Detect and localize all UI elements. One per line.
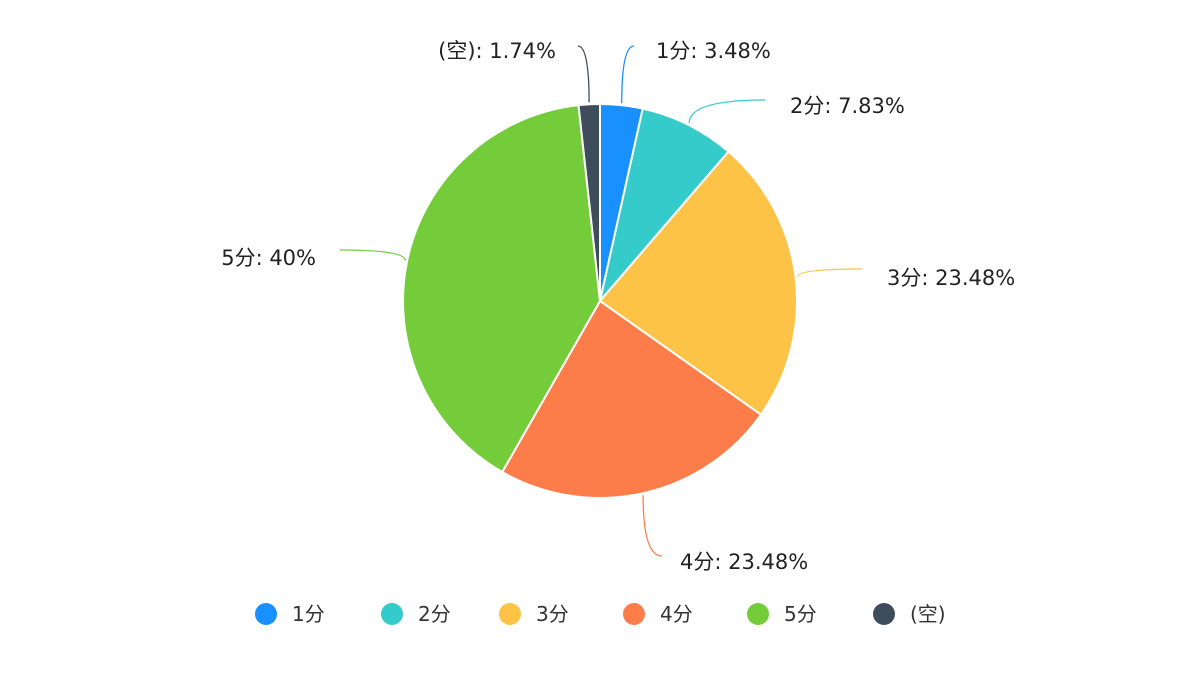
- leader-line-3: [796, 268, 863, 277]
- legend-marker-2: [381, 603, 403, 625]
- legend-item-1[interactable]: 1分: [255, 602, 325, 626]
- data-label-3: 3分: 23.48%: [887, 266, 1015, 290]
- legend-item-empty-5[interactable]: (空): [873, 602, 946, 626]
- data-label-2: 2分: 7.83%: [790, 94, 905, 118]
- legend-marker-1: [255, 603, 277, 625]
- data-labels-layer: 1分: 3.48% 2分: 7.83% 3分: 23.48% 4分: 23.48% 5分…: [221, 39, 1015, 574]
- legend-item-2[interactable]: 2分: [381, 602, 451, 626]
- legend-label-empty-5: (空): [910, 602, 946, 626]
- legend-marker-3: [499, 603, 521, 625]
- legend-marker-empty-5: [873, 603, 895, 625]
- leader-line-1: [621, 45, 635, 104]
- legend-marker-4: [623, 603, 645, 625]
- pie-slice-5[interactable]: [402, 104, 601, 474]
- data-label-5: 5分: 40%: [221, 246, 316, 270]
- pie-slice-3[interactable]: [599, 150, 798, 416]
- leader-line-2: [688, 99, 766, 124]
- leader-line-4: [642, 495, 663, 557]
- legend-item-5[interactable]: 5分: [747, 602, 817, 626]
- pie-slice-2[interactable]: [599, 107, 730, 302]
- leader-line-empty-5: [577, 45, 590, 103]
- legend-label-4: 4分: [660, 602, 693, 626]
- leader-lines-layer: [339, 45, 863, 557]
- pie-slice-4[interactable]: [501, 300, 762, 499]
- data-label-1: 1分: 3.48%: [656, 39, 771, 63]
- legend-item-4[interactable]: 4分: [623, 602, 693, 626]
- legend-label-3: 3分: [536, 602, 569, 626]
- legend: 1分 2分 3分 4分 5分 (空): [255, 602, 946, 626]
- legend-item-3[interactable]: 3分: [499, 602, 569, 626]
- pie-slice-empty-5[interactable]: [577, 103, 601, 302]
- legend-label-1: 1分: [292, 602, 325, 626]
- legend-label-5: 5分: [784, 602, 817, 626]
- data-label-empty-5: (空): 1.74%: [438, 39, 556, 63]
- legend-marker-5: [747, 603, 769, 625]
- data-label-4: 4分: 23.48%: [680, 550, 808, 574]
- legend-label-2: 2分: [418, 602, 451, 626]
- slices-layer: [402, 103, 798, 499]
- leader-line-5: [339, 249, 406, 261]
